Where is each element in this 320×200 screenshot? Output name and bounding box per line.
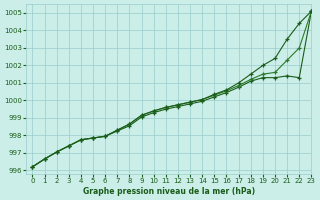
X-axis label: Graphe pression niveau de la mer (hPa): Graphe pression niveau de la mer (hPa) [83,187,255,196]
